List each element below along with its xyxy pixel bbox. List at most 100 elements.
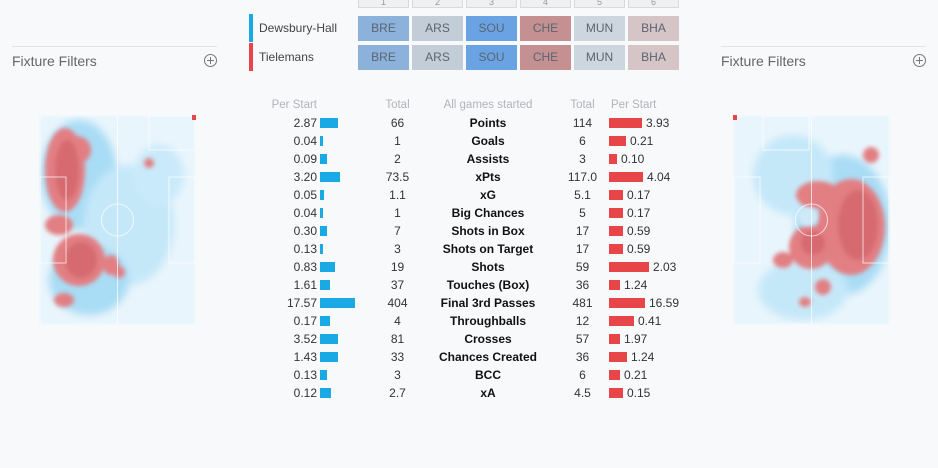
home-per-start: 17.57 bbox=[286, 296, 317, 310]
stat-label: xA bbox=[480, 386, 496, 400]
away-bar bbox=[609, 370, 620, 380]
away-total: 5.1 bbox=[574, 188, 591, 202]
fixture-cell[interactable]: CHE bbox=[520, 15, 571, 41]
fixture-cell[interactable]: BHA bbox=[628, 15, 679, 41]
stat-label: Goals bbox=[471, 134, 505, 148]
home-bar bbox=[320, 244, 323, 254]
stat-label: xG bbox=[479, 188, 496, 202]
table-row: 0.04 1 Big Chances 5 0.17 bbox=[268, 204, 688, 222]
add-circle-icon[interactable] bbox=[913, 54, 926, 67]
home-per-start: 0.04 bbox=[293, 134, 317, 148]
fixture-cell[interactable]: SOU bbox=[466, 15, 517, 41]
home-total: 73.5 bbox=[385, 170, 410, 184]
home-per-start: 0.13 bbox=[293, 242, 317, 256]
home-per-start: 1.43 bbox=[293, 350, 317, 364]
home-per-start: 0.30 bbox=[293, 224, 317, 238]
away-per-start: 0.15 bbox=[627, 386, 651, 400]
home-total: 66 bbox=[390, 116, 405, 130]
home-total: 2.7 bbox=[389, 386, 406, 400]
away-total: 6 bbox=[579, 134, 586, 148]
home-bar bbox=[320, 190, 324, 200]
away-bar bbox=[609, 316, 634, 326]
stat-label: Touches (Box) bbox=[446, 278, 530, 292]
home-per-start: 0.17 bbox=[293, 314, 317, 328]
home-total: 1.1 bbox=[389, 188, 406, 202]
home-bar bbox=[320, 172, 340, 182]
fixture-cell[interactable]: BHA bbox=[628, 44, 679, 70]
away-total: 17 bbox=[575, 242, 590, 256]
table-row: 0.83 19 Shots 59 2.03 bbox=[268, 258, 688, 276]
away-total: 117.0 bbox=[567, 170, 598, 184]
gameweek-cell: 5 bbox=[574, 0, 625, 8]
heatmap-home bbox=[39, 115, 196, 325]
home-total: 2 bbox=[394, 152, 401, 166]
add-circle-icon[interactable] bbox=[204, 54, 217, 67]
home-total: 7 bbox=[394, 224, 401, 238]
table-row: 0.30 7 Shots in Box 17 0.59 bbox=[268, 222, 688, 240]
stat-label: Points bbox=[469, 116, 507, 130]
away-per-start: 0.21 bbox=[624, 368, 648, 382]
fixture-cell[interactable]: BRE bbox=[358, 44, 409, 70]
header-all-games[interactable]: All games started bbox=[443, 99, 533, 111]
home-total: 19 bbox=[390, 260, 405, 274]
header-total-right: Total bbox=[570, 99, 595, 111]
fixture-cell[interactable]: MUN bbox=[574, 44, 625, 70]
gameweek-cell: 6 bbox=[628, 0, 679, 8]
gameweek-cell: 3 bbox=[466, 0, 517, 8]
away-total: 59 bbox=[575, 260, 590, 274]
away-per-start: 0.10 bbox=[621, 152, 645, 166]
player-name[interactable]: Dewsbury-Hall bbox=[259, 21, 338, 35]
table-row: 0.04 1 Goals 6 0.21 bbox=[268, 132, 688, 150]
away-total: 4.5 bbox=[574, 386, 591, 400]
fixture-cell[interactable]: ARS bbox=[412, 15, 463, 41]
home-per-start: 0.13 bbox=[293, 368, 317, 382]
fixture-filters-label: Fixture Filters bbox=[12, 52, 97, 69]
away-per-start: 0.59 bbox=[627, 242, 651, 256]
away-bar bbox=[609, 352, 627, 362]
stat-label: Crosses bbox=[464, 332, 512, 346]
away-bar bbox=[609, 280, 620, 290]
player-color-bar bbox=[249, 43, 253, 71]
home-total: 1 bbox=[394, 206, 401, 220]
away-total: 36 bbox=[575, 278, 590, 292]
player-row-away: Tielemans BRE ARS SOU CHE MUN BHA bbox=[249, 43, 682, 71]
fixture-cell[interactable]: SOU bbox=[466, 44, 517, 70]
away-bar bbox=[609, 136, 626, 146]
home-bar bbox=[320, 136, 323, 146]
stat-label: Shots bbox=[471, 260, 505, 274]
away-bar bbox=[609, 298, 645, 308]
away-total: 17 bbox=[575, 224, 590, 238]
home-bar bbox=[320, 154, 327, 164]
home-bar bbox=[320, 226, 327, 236]
away-per-start: 0.17 bbox=[627, 206, 651, 220]
away-bar bbox=[609, 226, 623, 236]
fixture-filters-left[interactable]: Fixture Filters bbox=[12, 46, 217, 74]
fixture-filters-right[interactable]: Fixture Filters bbox=[721, 46, 926, 74]
away-bar bbox=[609, 118, 642, 128]
stat-label: BCC bbox=[475, 368, 501, 382]
home-bar bbox=[320, 208, 323, 218]
stat-label: Shots in Box bbox=[451, 224, 525, 238]
away-per-start: 1.24 bbox=[624, 278, 648, 292]
fixture-filters-label: Fixture Filters bbox=[721, 52, 806, 69]
header-per-start-left: Per Start bbox=[271, 99, 317, 111]
fixture-cell[interactable]: CHE bbox=[520, 44, 571, 70]
stat-label: xPts bbox=[475, 170, 501, 184]
table-row: 1.61 37 Touches (Box) 36 1.24 bbox=[268, 276, 688, 294]
fixture-cell[interactable]: ARS bbox=[412, 44, 463, 70]
header-total-left: Total bbox=[385, 99, 410, 111]
fixture-cell[interactable]: BRE bbox=[358, 15, 409, 41]
stat-label: Shots on Target bbox=[442, 242, 534, 256]
home-total: 3 bbox=[394, 242, 401, 256]
player-color-bar bbox=[249, 14, 253, 42]
away-bar bbox=[609, 172, 643, 182]
home-bar bbox=[320, 334, 338, 344]
home-per-start: 0.83 bbox=[293, 260, 317, 274]
away-bar bbox=[609, 190, 623, 200]
home-total: 3 bbox=[394, 368, 401, 382]
player-name[interactable]: Tielemans bbox=[259, 50, 314, 64]
home-bar bbox=[320, 370, 327, 380]
away-total: 3 bbox=[579, 152, 586, 166]
fixture-cell[interactable]: MUN bbox=[574, 15, 625, 41]
stat-label: Assists bbox=[466, 152, 510, 166]
